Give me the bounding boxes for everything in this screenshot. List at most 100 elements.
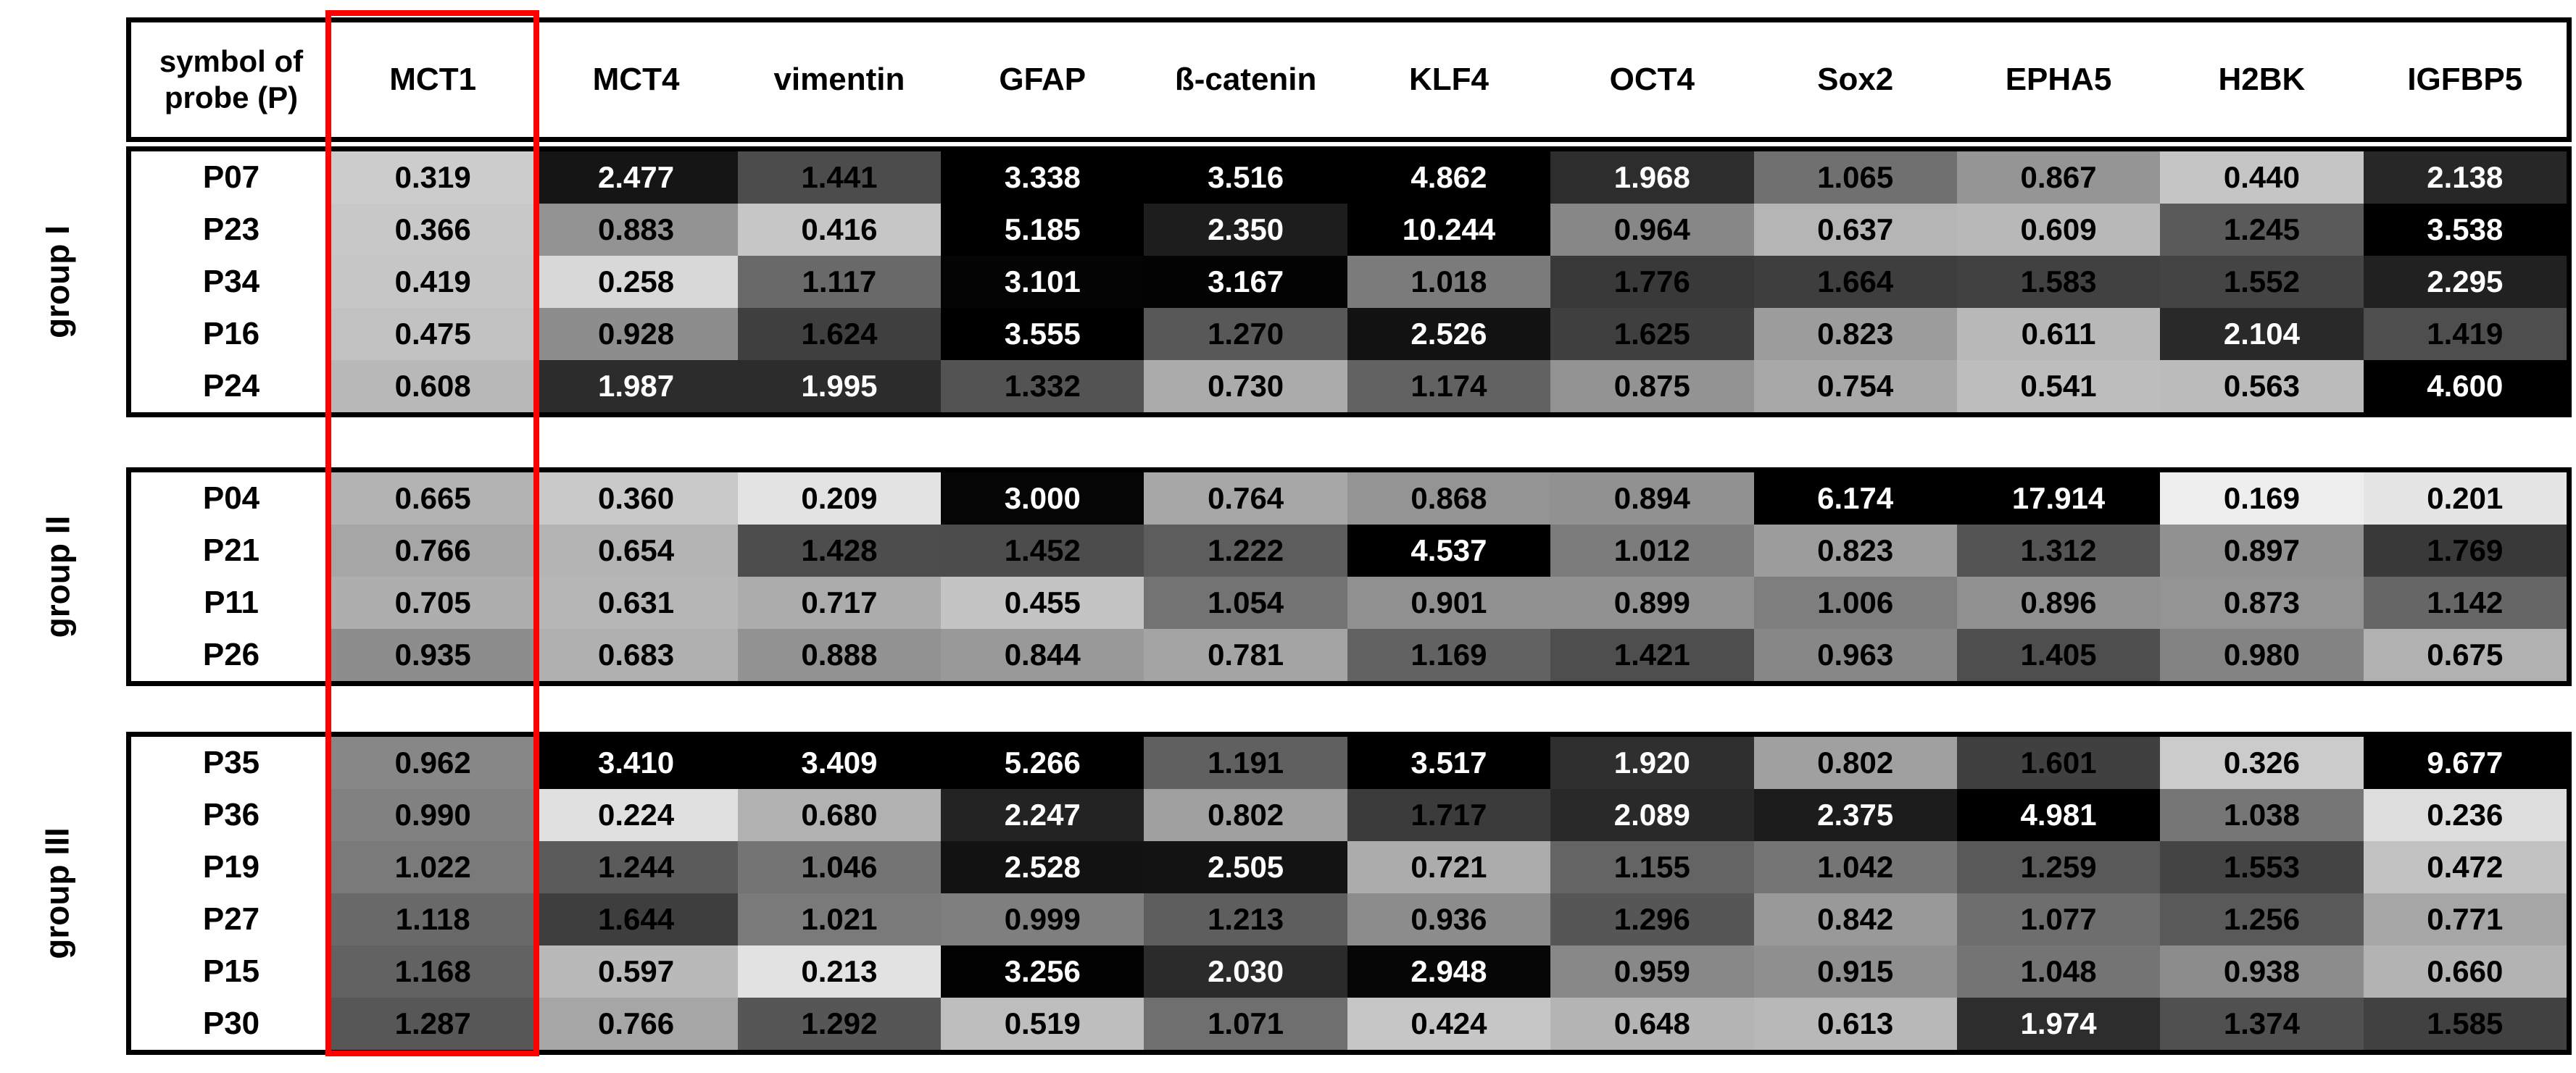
probe-label: P27: [131, 893, 331, 945]
heatmap-cell: 1.552: [2160, 256, 2364, 308]
heatmap-cell: 0.868: [1347, 472, 1551, 525]
heatmap-cell: 4.537: [1347, 525, 1551, 577]
heatmap-cell: 0.721: [1347, 841, 1551, 893]
heatmap-cell: 0.897: [2160, 525, 2364, 577]
heatmap-cell: 1.428: [737, 525, 942, 577]
heatmap-cell: 0.613: [1753, 998, 1957, 1050]
probe-label: P35: [131, 737, 331, 789]
heatmap-cell: 0.631: [534, 577, 738, 629]
column-header-mct4: MCT4: [534, 22, 738, 137]
probe-label: P23: [131, 204, 331, 256]
column-header-vimentin: vimentin: [737, 22, 942, 137]
heatmap-cell: 1.419: [2363, 308, 2567, 360]
probe-label: P04: [131, 472, 331, 525]
heatmap-cell: 1.042: [1753, 841, 1957, 893]
table-row: P11 0.705 0.631 0.717 0.455 1.054 0.901 0.899 1.…: [131, 577, 2567, 629]
heatmap-cell: 1.048: [1956, 945, 2161, 998]
heatmap-cell: 0.842: [1753, 893, 1957, 945]
header-row: symbol of probe (P) MCT1 MCT4 vimentin GFAP ß…: [131, 22, 2567, 137]
heatmap-cell: 1.312: [1956, 525, 2161, 577]
heatmap-cell: 10.244: [1347, 204, 1551, 256]
heatmap-cell: 0.660: [2363, 945, 2567, 998]
group-label: group I: [38, 225, 77, 338]
heatmap-cell: 0.597: [534, 945, 738, 998]
heatmap-cell: 1.245: [2160, 204, 2364, 256]
heatmap-cell: 3.516: [1144, 151, 1347, 204]
heatmap-cell: 0.823: [1753, 308, 1957, 360]
heatmap-cell: 3.256: [941, 945, 1144, 998]
heatmap-cell: 1.625: [1550, 308, 1754, 360]
heatmap-cell: 0.648: [1550, 998, 1754, 1050]
heatmap-cell: 0.935: [331, 629, 535, 681]
table-row: P27 1.118 1.644 1.021 0.999 1.213 0.936 1.296 0.…: [131, 893, 2567, 945]
heatmap-cell: 0.705: [331, 577, 535, 629]
probe-label: P24: [131, 360, 331, 412]
column-header-epha5: EPHA5: [1956, 22, 2161, 137]
heatmap-cell: 0.665: [331, 472, 535, 525]
probe-label: P11: [131, 577, 331, 629]
heatmap-cell: 1.038: [2160, 789, 2364, 841]
heatmap-cell: 1.256: [2160, 893, 2364, 945]
heatmap-cell: 1.664: [1753, 256, 1957, 308]
heatmap-cell: 2.030: [1144, 945, 1347, 998]
heatmap-cell: 0.938: [2160, 945, 2364, 998]
column-header--catenin: ß-catenin: [1144, 22, 1347, 137]
group-block-3: P35 0.962 3.410 3.409 5.266 1.191 3.517 1.920 0.…: [126, 732, 2572, 1055]
heatmap-cell: 0.236: [2363, 789, 2567, 841]
heatmap-cell: 4.600: [2363, 360, 2567, 412]
heatmap-cell: 1.332: [941, 360, 1144, 412]
heatmap-cell: 1.142: [2363, 577, 2567, 629]
heatmap-cell: 1.065: [1753, 151, 1957, 204]
heatmap-cell: 1.022: [331, 841, 535, 893]
table-row: P23 0.366 0.883 0.416 5.185 2.350 10.244 0.964 0…: [131, 204, 2567, 256]
heatmap-cell: 2.505: [1144, 841, 1347, 893]
heatmap-cell: 1.155: [1550, 841, 1754, 893]
heatmap-cell: 0.802: [1144, 789, 1347, 841]
probe-label: P36: [131, 789, 331, 841]
heatmap-cell: 0.224: [534, 789, 738, 841]
heatmap-cell: 0.873: [2160, 577, 2364, 629]
heatmap-cell: 1.213: [1144, 893, 1347, 945]
group-label-wrap-1: group I: [10, 146, 104, 417]
table-row: P35 0.962 3.410 3.409 5.266 1.191 3.517 1.920 0.…: [131, 737, 2567, 789]
heatmap-cell: 1.974: [1956, 998, 2161, 1050]
heatmap-cell: 3.538: [2363, 204, 2567, 256]
heatmap-cell: 1.006: [1753, 577, 1957, 629]
heatmap-cell: 0.894: [1550, 472, 1754, 525]
heatmap-cell: 0.419: [331, 256, 535, 308]
heatmap-cell: 2.526: [1347, 308, 1551, 360]
header-block: symbol of probe (P) MCT1 MCT4 vimentin GFAP ß…: [126, 17, 2572, 142]
table-row: P26 0.935 0.683 0.888 0.844 0.781 1.169 1.421 0.…: [131, 629, 2567, 681]
heatmap-cell: 0.963: [1753, 629, 1957, 681]
heatmap-cell: 1.421: [1550, 629, 1754, 681]
probe-label: P34: [131, 256, 331, 308]
heatmap-cell: 9.677: [2363, 737, 2567, 789]
heatmap-cell: 0.258: [534, 256, 738, 308]
heatmap-cell: 1.117: [737, 256, 942, 308]
heatmap-cell: 0.209: [737, 472, 942, 525]
table-row: P15 1.168 0.597 0.213 3.256 2.030 2.948 0.959 0.…: [131, 945, 2567, 998]
heatmap-cell: 1.191: [1144, 737, 1347, 789]
table-row: P07 0.319 2.477 1.441 3.338 3.516 4.862 1.968 1.…: [131, 151, 2567, 204]
heatmap-cell: 2.477: [534, 151, 738, 204]
probe-label: P07: [131, 151, 331, 204]
heatmap-cell: 6.174: [1753, 472, 1957, 525]
heatmap-cell: 0.896: [1956, 577, 2161, 629]
heatmap-cell: 2.295: [2363, 256, 2567, 308]
heatmap-cell: 0.472: [2363, 841, 2567, 893]
column-header-mct1: MCT1: [331, 22, 535, 137]
probe-label: P19: [131, 841, 331, 893]
heatmap-cell: 3.555: [941, 308, 1144, 360]
heatmap-cell: 3.000: [941, 472, 1144, 525]
column-header-igfbp5: IGFBP5: [2363, 22, 2567, 137]
heatmap-cell: 0.455: [941, 577, 1144, 629]
heatmap-cell: 0.901: [1347, 577, 1551, 629]
heatmap-cell: 0.888: [737, 629, 942, 681]
heatmap-cell: 1.021: [737, 893, 942, 945]
heatmap-cell: 0.717: [737, 577, 942, 629]
heatmap-cell: 0.416: [737, 204, 942, 256]
column-header-oct4: OCT4: [1550, 22, 1754, 137]
table-row: P34 0.419 0.258 1.117 3.101 3.167 1.018 1.776 1.…: [131, 256, 2567, 308]
heatmap-cell: 4.862: [1347, 151, 1551, 204]
heatmap-cell: 0.802: [1753, 737, 1957, 789]
